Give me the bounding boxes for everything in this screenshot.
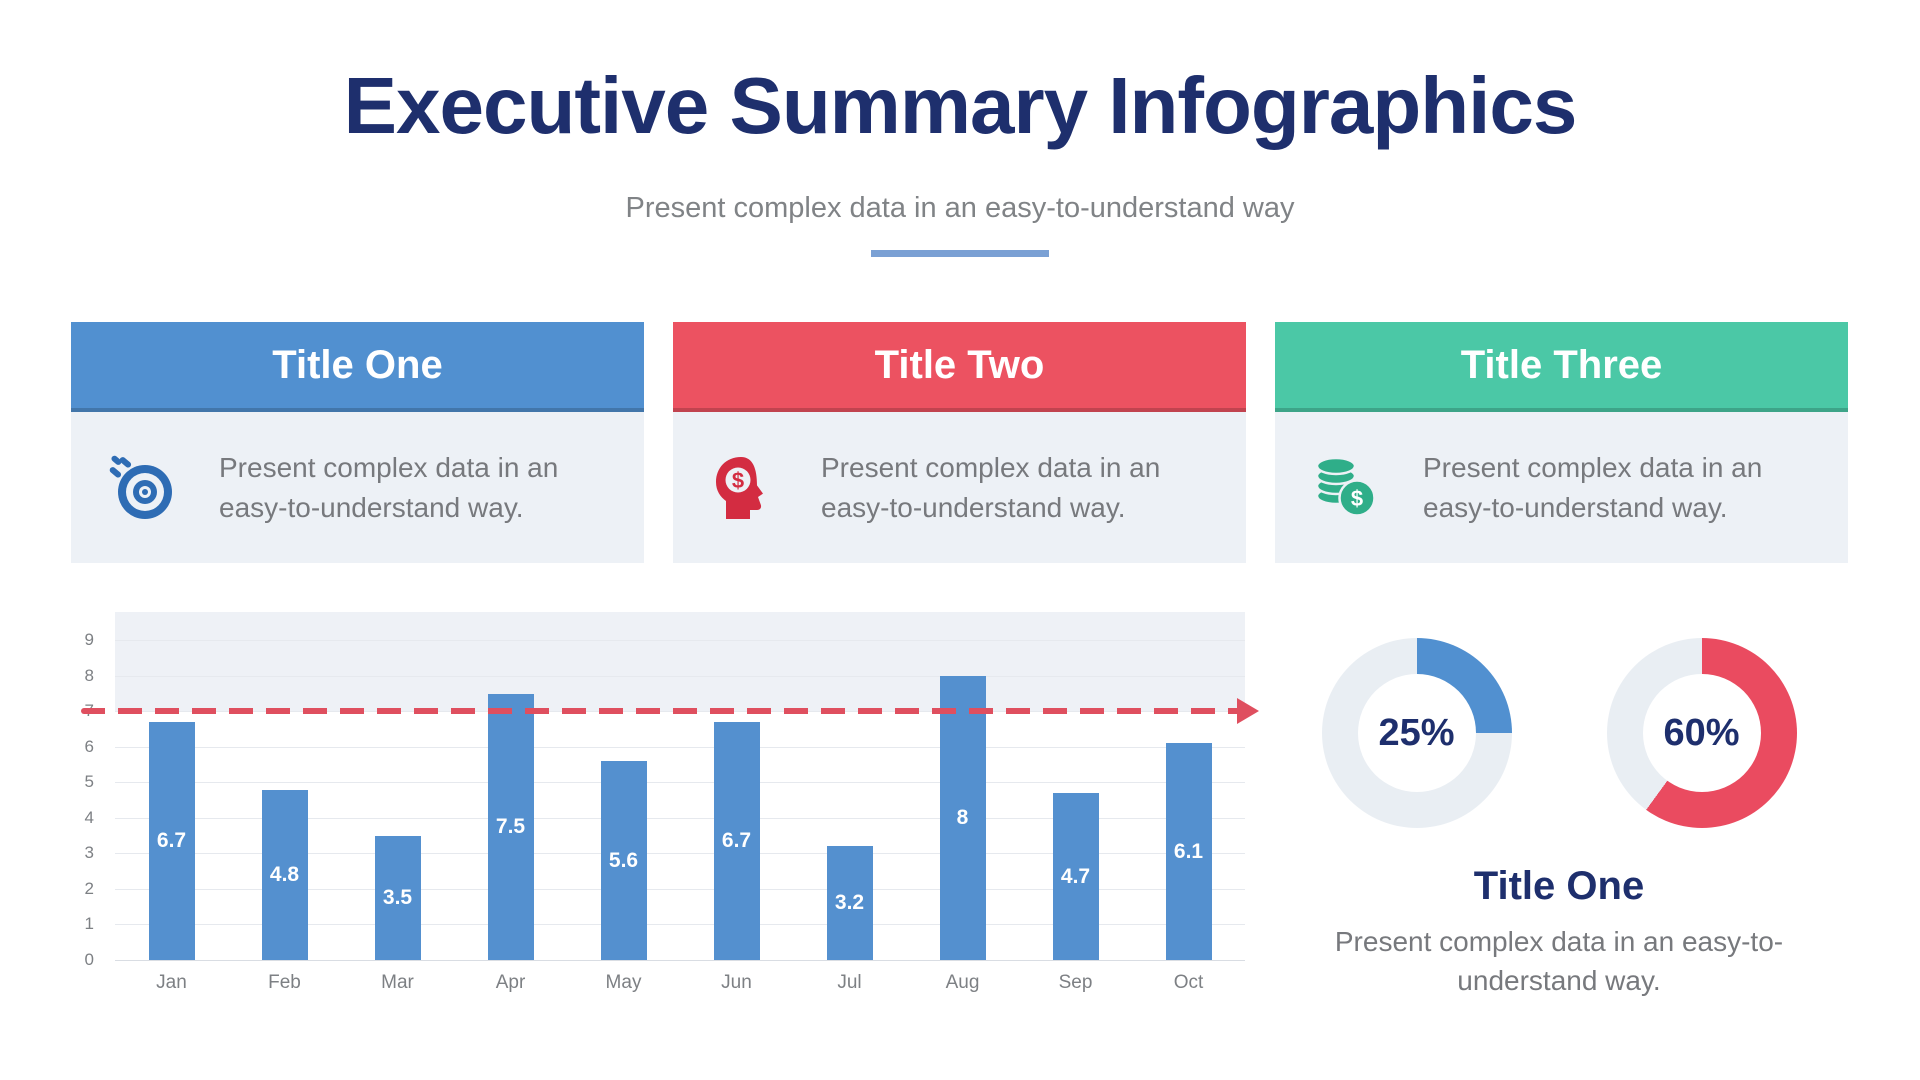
gridline-2 <box>115 888 1245 890</box>
card-three-body: $ Present complex data in an easy-to-und… <box>1275 412 1848 563</box>
y-tick-9: 9 <box>84 630 94 650</box>
x-tick-jul: Jul <box>837 972 862 993</box>
svg-text:$: $ <box>732 468 744 493</box>
y-tick-3: 3 <box>84 843 94 863</box>
donut-gauges: 25% 60% <box>1270 638 1848 828</box>
bar-value-label: 7.5 <box>495 814 526 838</box>
target-dashed-line <box>81 708 1245 715</box>
bar-aug: 8 <box>939 675 986 960</box>
x-tick-feb: Feb <box>268 972 301 993</box>
bar-apr: 7.5 <box>487 693 534 960</box>
y-tick-1: 1 <box>84 914 94 934</box>
card-two-body: $ Present complex data in an easy-to-und… <box>673 412 1246 563</box>
card-title-three: Title Three $ Present com <box>1275 322 1848 563</box>
y-tick-8: 8 <box>84 665 94 685</box>
svg-text:$: $ <box>1351 486 1363 511</box>
card-two-text: Present complex data in an easy-to-under… <box>821 452 1161 523</box>
coins-icon: $ <box>1309 456 1381 520</box>
title-underline-divider <box>871 250 1049 257</box>
card-title-two: Title Two $ Present complex data in an e… <box>673 322 1246 563</box>
donut-chart-60: 60% <box>1606 638 1797 828</box>
money-mind-icon: $ <box>707 455 779 521</box>
bar-value-label: 8 <box>956 805 969 829</box>
card-one-title: Title One <box>272 342 443 387</box>
x-tick-aug: Aug <box>945 972 980 993</box>
page-subtitle: Present complex data in an easy-to-under… <box>625 192 1295 224</box>
card-one-body: Present complex data in an easy-to-under… <box>71 412 644 563</box>
gridline-0 <box>115 960 1245 961</box>
x-tick-sep: Sep <box>1058 972 1093 993</box>
x-tick-apr: Apr <box>495 972 526 993</box>
donut-percentage: 25% <box>1378 711 1455 754</box>
bar-value-label: 4.8 <box>269 862 300 886</box>
bar-value-label: 5.6 <box>608 848 639 872</box>
bar-jul: 3.2 <box>826 846 873 960</box>
x-axis: Jan Feb Mar Apr May Jun Jul Aug Sep Oct <box>115 972 1245 1002</box>
y-axis: 0123456789 <box>70 612 94 969</box>
donut-hole <box>1642 674 1761 792</box>
x-tick-oct: Oct <box>1173 972 1204 993</box>
card-title-one: Title One <box>71 322 644 563</box>
bar-may: 5.6 <box>600 761 647 960</box>
card-three-header: Title Three <box>1275 322 1848 412</box>
bar-value-label: 6.7 <box>721 829 752 853</box>
x-tick-jun: Jun <box>721 972 752 993</box>
card-one-text: Present complex data in an easy-to-under… <box>219 452 559 523</box>
y-tick-0: 0 <box>84 950 94 969</box>
gridline-6 <box>115 746 1245 748</box>
bar-jan: 6.7 <box>148 722 195 960</box>
card-two-header: Title Two <box>673 322 1246 412</box>
bar-oct: 6.1 <box>1165 743 1212 960</box>
gridline-5 <box>115 782 1245 784</box>
card-three-title: Title Three <box>1460 342 1663 387</box>
gridline-4 <box>115 817 1245 819</box>
bar-sep: 4.7 <box>1052 793 1099 960</box>
y-tick-6: 6 <box>84 736 94 756</box>
bar-value-label: 3.5 <box>382 885 413 909</box>
gridline-8 <box>115 675 1245 677</box>
gridline-9 <box>115 640 1245 642</box>
card-two-title: Title Two <box>874 342 1045 387</box>
y-tick-5: 5 <box>84 772 94 792</box>
target-icon <box>105 455 177 521</box>
monthly-bar-chart: 0123456789 6.74.83.57.55.66.73.284.76.1 … <box>70 612 1259 1012</box>
summary-cards: Title One <box>71 322 1849 563</box>
donut-chart-25: 25% <box>1321 638 1512 828</box>
donut-hole <box>1357 674 1476 792</box>
x-tick-mar: Mar <box>381 972 414 993</box>
bar-value-label: 4.7 <box>1060 864 1091 888</box>
x-tick-jan: Jan <box>156 972 187 993</box>
bar-value-label: 6.1 <box>1173 839 1204 863</box>
bar-jun: 6.7 <box>713 722 760 960</box>
bar-mar: 3.5 <box>374 835 421 960</box>
card-one-header: Title One <box>71 322 644 412</box>
y-tick-2: 2 <box>84 878 94 898</box>
y-tick-4: 4 <box>84 807 94 827</box>
bar-feb: 4.8 <box>261 789 308 960</box>
plot-area: 6.7 4.8 3.5 7.5 5.6 6.7 3.2 8 4.7 6.1 <box>81 612 1259 961</box>
highlight-body: Present complex data in an easy-to-under… <box>1334 926 1784 997</box>
x-tick-may: May <box>605 972 642 993</box>
donut-percentage: 60% <box>1663 711 1740 754</box>
card-three-text: Present complex data in an easy-to-under… <box>1423 452 1763 523</box>
bar-value-label: 3.2 <box>834 891 865 915</box>
target-zone-band <box>115 612 1245 712</box>
bar-value-label: 6.7 <box>156 829 187 853</box>
gridline-1 <box>115 924 1245 926</box>
target-arrowhead-icon <box>1237 698 1259 725</box>
highlight-title: Title One <box>1473 864 1645 908</box>
page-title: Executive Summary Infographics <box>343 61 1578 150</box>
gridline-3 <box>115 853 1245 855</box>
